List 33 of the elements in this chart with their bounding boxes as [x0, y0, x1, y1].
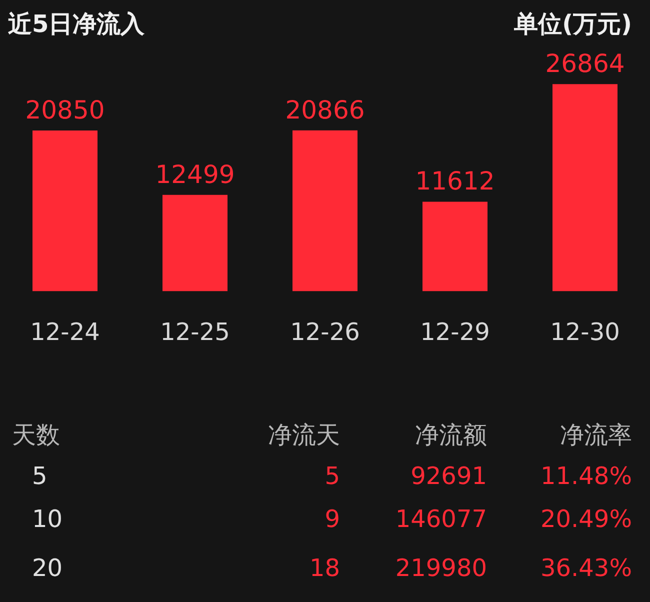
text: 净流率 — [560, 420, 632, 451]
bar — [162, 194, 228, 292]
bar — [422, 202, 488, 292]
text: 219980 — [395, 554, 487, 582]
chart-title: 近5日净流入 — [8, 9, 145, 40]
bar — [32, 130, 98, 292]
text: 单位(万元) — [514, 9, 632, 40]
data-label: 20850 — [25, 96, 105, 125]
x-tick-label: 12-26 — [290, 318, 360, 346]
text: 净流额 — [415, 420, 487, 451]
x-tick-label: 12-24 — [30, 318, 100, 346]
text: 146077 — [395, 505, 487, 533]
text: 36.43% — [540, 554, 632, 582]
text: 9 — [324, 505, 340, 533]
text: 18 — [309, 554, 340, 582]
text: 10 — [32, 505, 63, 533]
data-label: 26864 — [545, 49, 625, 78]
x-tick-label: 12-25 — [160, 318, 230, 346]
text: 天数 — [12, 420, 60, 451]
data-label: 11612 — [415, 166, 495, 196]
x-tick-label: 12-30 — [550, 318, 620, 346]
text: 92691 — [410, 462, 487, 490]
x-tick-label: 12-29 — [420, 318, 490, 346]
text: 20.49% — [540, 505, 632, 533]
text: 11.48% — [540, 462, 632, 490]
data-label: 20866 — [285, 95, 365, 124]
text: 5 — [32, 462, 48, 490]
text: 净流天 — [268, 420, 340, 451]
bar — [292, 130, 358, 292]
text: 20 — [32, 554, 63, 582]
text: 5 — [324, 462, 340, 490]
bar — [552, 84, 618, 292]
data-label: 12499 — [155, 160, 235, 189]
